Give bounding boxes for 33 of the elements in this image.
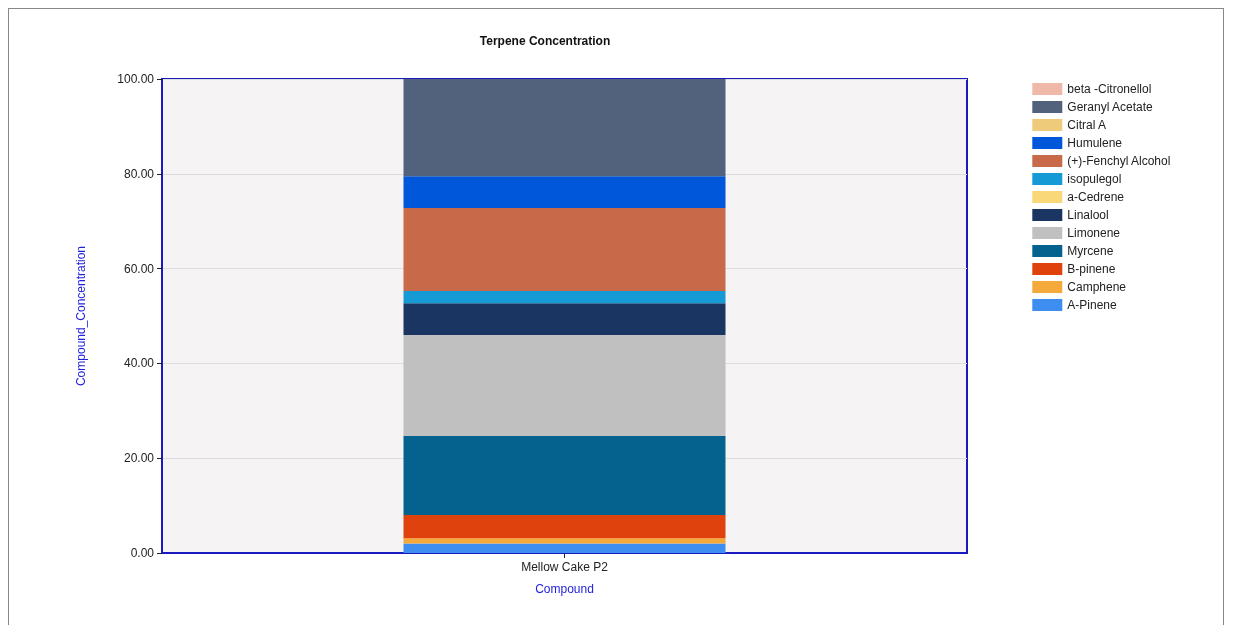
bar [403, 334, 726, 436]
legend-label: a-Cedrene [1067, 190, 1125, 204]
y-tick-label: 0.00 [130, 546, 155, 560]
y-tick-label: 60.00 [123, 261, 155, 276]
legend-label: beta -Citronellol [1067, 82, 1152, 96]
legend-label: B-pinene [1067, 262, 1116, 276]
legend-label: Geranyl Acetate [1067, 100, 1153, 114]
chart-title: Terpene Concentration [479, 34, 611, 48]
bar [403, 79, 726, 177]
legend-label: isopulegol [1067, 172, 1122, 186]
x-tick-label: Mellow Cake P2 [521, 560, 609, 574]
legend-label: (+)-Fenchyl Alcohol [1067, 154, 1171, 168]
legend-label: Myrcene [1067, 244, 1114, 258]
legend-label: Citral A [1067, 118, 1106, 132]
bar [403, 435, 726, 516]
y-tick-label: 80.00 [123, 166, 155, 181]
y-tick-label: 40.00 [123, 356, 155, 371]
bar [403, 538, 726, 544]
bar [403, 207, 726, 291]
legend-label: Camphene [1067, 280, 1127, 294]
legend-label: Linalool [1067, 208, 1109, 222]
legend-label: Humulene [1067, 136, 1123, 150]
x-axis-title: Compound [535, 582, 594, 596]
bar [403, 303, 726, 335]
y-tick-label: 20.00 [123, 451, 155, 466]
bar [403, 515, 726, 539]
y-axis-title: Compound_Concentration [74, 245, 88, 387]
bar [403, 176, 726, 208]
bar [403, 290, 726, 304]
legend-label: Limonene [1067, 226, 1121, 240]
legend-label: A-Pinene [1067, 298, 1117, 312]
y-tick-label: 100.00 [117, 72, 155, 86]
bar [403, 543, 726, 553]
